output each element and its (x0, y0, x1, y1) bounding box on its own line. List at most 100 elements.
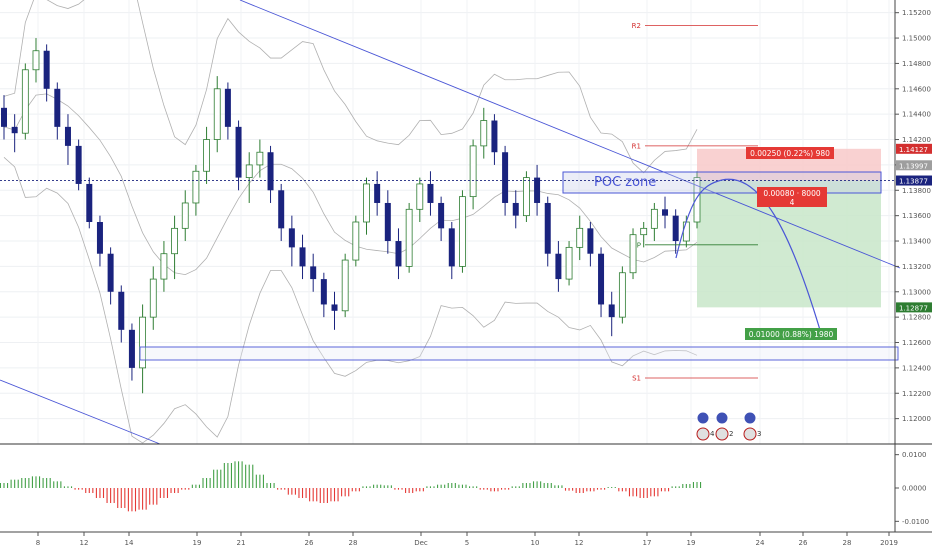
candle-body (21, 69, 29, 134)
candle-body (107, 253, 114, 292)
candle-body (299, 247, 306, 267)
candle-body (416, 183, 424, 210)
pivot-label-r2: R2 (632, 22, 641, 30)
candle-body (363, 183, 370, 223)
candle-body (395, 241, 402, 267)
stop-info-box (746, 147, 834, 159)
candle-body (128, 329, 135, 368)
descending-trendline-upper[interactable] (239, 0, 901, 269)
event-flag-icon[interactable] (696, 411, 710, 425)
time-tick-label: 12 (80, 539, 89, 547)
time-tick-label: 19 (687, 539, 696, 547)
candle-body (64, 126, 71, 146)
support-zone[interactable] (139, 346, 899, 361)
candle-body (331, 304, 338, 311)
price-tick-label: 1.14800 (902, 60, 931, 68)
time-tick-label: 26 (799, 539, 808, 547)
band-upper (3, 0, 698, 174)
macd-tick-label: 0.0000 (902, 485, 927, 493)
candle-body (629, 234, 637, 274)
band-middle (3, 93, 698, 276)
pivot-levels: R2 R1 P S1 (632, 22, 758, 383)
price-tick-label: 1.13600 (902, 212, 931, 220)
candle-body (149, 278, 157, 318)
price-badge-text-target-price: 1.12877 (899, 304, 928, 312)
time-tick-label: 17 (643, 539, 652, 547)
pivot-label-r1: R1 (632, 142, 641, 150)
candle-body (672, 215, 679, 242)
time-tick-label: 12 (575, 539, 584, 547)
candle-body (278, 190, 285, 229)
candle-body (555, 253, 562, 280)
candle-body (341, 259, 349, 312)
us-flag-icon[interactable] (715, 427, 729, 441)
candle-body (139, 316, 147, 369)
candle-body (160, 253, 168, 280)
candle-body (310, 266, 317, 280)
entry-info-text-2: 4 (790, 198, 795, 207)
candle-body (245, 164, 253, 179)
candle-body (534, 177, 541, 203)
candle-body (32, 50, 40, 71)
time-axis[interactable]: 8 12 14 19 21 26 28 Dec 5 10 12 17 19 24 26 28 2019 (0, 531, 932, 547)
candle-body (693, 177, 701, 223)
candle-body (618, 272, 626, 318)
macd-tick-label: -0.0100 (902, 518, 929, 526)
candle-body (171, 227, 178, 255)
time-tick-label: Dec (414, 539, 428, 547)
time-tick-label: 19 (193, 539, 202, 547)
poc-zone-label: POC zone (594, 175, 656, 190)
projection-curve[interactable] (675, 178, 821, 331)
candle-body (54, 88, 61, 127)
us-flag-icon[interactable] (696, 427, 710, 441)
candle-body (480, 120, 488, 147)
candle-body (75, 145, 82, 184)
price-badge-text-stop-price: 1.14127 (899, 146, 928, 154)
candle-body (256, 151, 264, 166)
time-tick-label: 24 (756, 539, 765, 547)
price-tick-label: 1.12400 (902, 364, 931, 372)
candle-body (384, 202, 391, 242)
pivot-label-s1: S1 (632, 375, 641, 383)
candles (1, 38, 701, 394)
target-info-text: 0.01000 (0.88%) 1980 (749, 330, 834, 339)
candle-body (598, 253, 605, 305)
candle-body (192, 170, 200, 204)
event-flag-icon[interactable] (743, 411, 757, 425)
candle-body (427, 183, 434, 203)
price-tick-label: 1.13000 (902, 288, 931, 296)
price-badge-text-current-high: 1.13997 (899, 162, 928, 170)
event-count-label: 2 (729, 430, 733, 438)
price-tick-label: 1.12800 (902, 314, 931, 322)
candle-body (43, 50, 50, 89)
descending-trendline-lower[interactable] (0, 379, 161, 445)
price-badges: 1.14127 1.13997 1.13877 1.12877 (896, 143, 932, 313)
us-flag-icon[interactable] (743, 427, 757, 441)
time-tick-label: 28 (349, 539, 358, 547)
macd-histogram (0, 461, 702, 512)
candle-body (502, 152, 509, 203)
annotations: POC zone 0.00250 (0.22%) 980 0.00080 · 800… (594, 147, 837, 340)
candle-body (565, 246, 573, 280)
candle-body (448, 228, 455, 267)
price-tick-label: 1.15200 (902, 9, 931, 17)
candle-body (374, 183, 381, 203)
candle-body (224, 88, 231, 127)
time-tick-label: 8 (36, 539, 40, 547)
price-badge-text-current-price: 1.13877 (899, 178, 928, 186)
event-icons[interactable]: 4 2 3 (696, 411, 761, 441)
event-flag-icon[interactable] (715, 411, 729, 425)
time-tick-label: 10 (531, 539, 540, 547)
price-tick-label: 1.14600 (902, 85, 931, 93)
candle-body (544, 202, 551, 254)
candle-body (662, 209, 669, 216)
candle-body (320, 279, 327, 305)
candle-body (352, 221, 360, 261)
candle-body (469, 145, 477, 198)
time-tick-label: 2019 (880, 539, 898, 547)
candle-body (608, 304, 615, 318)
entry-info-box (757, 187, 827, 207)
price-tick-label: 1.12000 (902, 415, 931, 423)
